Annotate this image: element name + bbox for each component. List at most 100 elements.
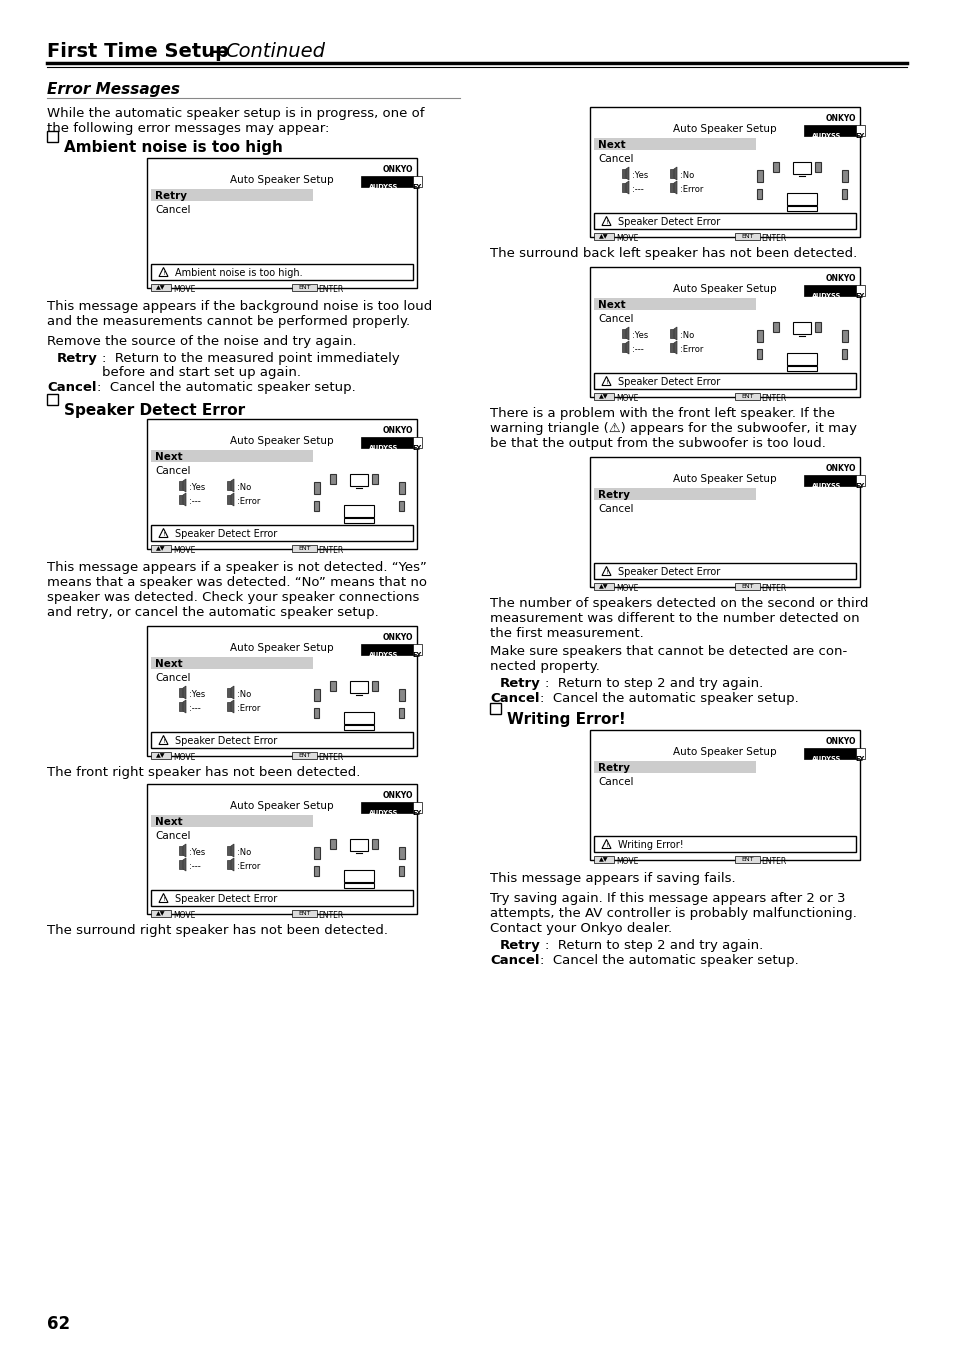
Bar (151, 890, 413, 906)
Text: :Yes: :Yes (631, 332, 648, 340)
Text: This message appears if the background noise is too loud: This message appears if the background n… (47, 301, 432, 313)
Text: ENTER: ENTER (760, 584, 785, 593)
Bar (594, 233, 614, 240)
Polygon shape (625, 167, 628, 181)
Bar (179, 687, 183, 697)
Text: :---: :--- (189, 704, 200, 713)
Bar (594, 856, 614, 863)
Text: ▲▼: ▲▼ (156, 546, 166, 551)
Bar (398, 708, 403, 718)
Text: AUDYSS: AUDYSS (369, 183, 398, 190)
Bar (594, 213, 855, 229)
Bar (344, 725, 374, 731)
Text: AUDYSS: AUDYSS (812, 293, 841, 299)
Text: This message appears if a speaker is not detected. “Yes”: This message appears if a speaker is not… (47, 561, 426, 574)
Text: The surround right speaker has not been detected.: The surround right speaker has not been … (47, 923, 388, 937)
Text: MOVE: MOVE (172, 911, 195, 919)
Bar (151, 450, 313, 462)
Bar (398, 847, 405, 859)
Text: :Yes: :Yes (189, 690, 205, 700)
Bar (360, 437, 413, 448)
Text: Speaker Detect Error: Speaker Detect Error (618, 377, 720, 387)
Text: ENT: ENT (298, 754, 311, 758)
Bar (734, 856, 760, 863)
Bar (792, 162, 810, 174)
Text: !: ! (162, 896, 165, 902)
Text: ENTER: ENTER (760, 235, 785, 243)
Bar (803, 748, 855, 759)
Bar (757, 170, 762, 182)
Text: !: ! (162, 271, 165, 276)
Text: MOVE: MOVE (616, 857, 638, 865)
Text: ENTER: ENTER (317, 546, 343, 555)
Text: Speaker Detect Error: Speaker Detect Error (174, 528, 277, 539)
Text: There is a problem with the front left speaker. If the: There is a problem with the front left s… (490, 407, 834, 421)
Polygon shape (183, 844, 186, 857)
Bar (413, 177, 421, 187)
Bar (147, 419, 416, 549)
Bar (227, 847, 231, 855)
Bar (855, 125, 864, 136)
Bar (786, 193, 816, 205)
Text: Next: Next (598, 140, 625, 150)
Text: Error Messages: Error Messages (47, 82, 180, 97)
Polygon shape (231, 479, 233, 492)
Text: MOVE: MOVE (616, 394, 638, 403)
Bar (669, 342, 673, 352)
Text: First Time Setup: First Time Setup (47, 42, 229, 61)
Text: Next: Next (598, 301, 625, 310)
Bar (594, 488, 755, 500)
Bar (292, 752, 316, 759)
Bar (841, 170, 847, 182)
Text: EY: EY (413, 183, 421, 190)
Bar (292, 284, 316, 291)
Text: Cancel: Cancel (598, 776, 633, 787)
Bar (314, 847, 319, 859)
Text: !: ! (162, 532, 165, 537)
Bar (179, 495, 183, 504)
Bar (398, 689, 405, 701)
Bar (372, 474, 377, 484)
Text: —: — (210, 42, 229, 61)
Bar (147, 785, 416, 914)
Text: :  Return to step 2 and try again.: : Return to step 2 and try again. (544, 940, 762, 952)
Text: !: ! (604, 842, 607, 848)
Text: means that a speaker was detected. “No” means that no: means that a speaker was detected. “No” … (47, 576, 427, 589)
Text: :No: :No (236, 483, 251, 492)
Text: before and start set up again.: before and start set up again. (102, 367, 301, 379)
Text: This message appears if saving fails.: This message appears if saving fails. (490, 872, 735, 886)
Bar (734, 233, 760, 240)
Polygon shape (159, 267, 168, 276)
Bar (179, 860, 183, 869)
Bar (314, 501, 318, 511)
Text: measurement was different to the number detected on: measurement was different to the number … (490, 612, 859, 625)
Text: !: ! (162, 739, 165, 744)
Bar (151, 910, 171, 917)
Bar (360, 802, 413, 813)
Bar (734, 582, 760, 590)
Bar (855, 284, 864, 297)
Bar (855, 748, 864, 759)
Bar (350, 474, 368, 487)
Text: the first measurement.: the first measurement. (490, 627, 643, 640)
Text: :  Cancel the automatic speaker setup.: : Cancel the automatic speaker setup. (539, 954, 798, 967)
Polygon shape (625, 328, 628, 340)
Bar (814, 162, 821, 173)
Bar (594, 563, 855, 580)
Text: :No: :No (236, 690, 251, 700)
Text: AUDYSS: AUDYSS (812, 483, 841, 489)
Bar (772, 322, 779, 332)
Text: MOVE: MOVE (616, 235, 638, 243)
Text: AUDYSS: AUDYSS (369, 810, 398, 816)
Text: :No: :No (679, 171, 694, 181)
Bar (344, 506, 374, 518)
Polygon shape (231, 844, 233, 857)
Text: ENT: ENT (298, 911, 311, 917)
Bar (669, 168, 673, 178)
Bar (855, 474, 864, 487)
Text: Retry: Retry (598, 763, 629, 772)
Text: Cancel: Cancel (490, 954, 539, 967)
Text: Cancel: Cancel (598, 314, 633, 324)
Bar (47, 131, 58, 142)
Bar (350, 681, 368, 693)
